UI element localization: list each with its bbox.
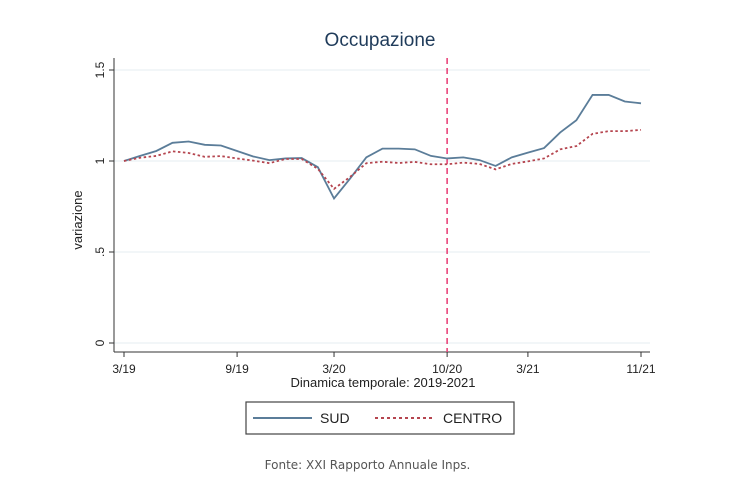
y-tick-label: 1.5: [93, 61, 107, 78]
x-tick-label: 9/19: [225, 362, 249, 376]
x-tick-label: 3/21: [516, 362, 540, 376]
x-axis-label: Dinamica temporale: 2019-2021: [291, 375, 476, 390]
series-line-sud: [123, 94, 642, 201]
x-tick-label: 3/19: [112, 362, 136, 376]
series-line-centro: [123, 128, 642, 191]
legend-label-centro: CENTRO: [443, 410, 502, 426]
legend: SUD CENTRO: [245, 401, 515, 435]
y-axis-label: variazione: [70, 190, 85, 249]
chart-title: Occupazione: [325, 30, 436, 51]
y-tick-label: 1: [93, 157, 107, 164]
x-tick-label: 10/20: [432, 362, 462, 376]
legend-label-sud: SUD: [320, 410, 350, 426]
y-tick-label: 0: [93, 339, 107, 346]
x-tick-label: 3/20: [322, 362, 346, 376]
source-caption: Fonte: XXI Rapporto Annuale Inps.: [264, 458, 471, 472]
line-chart: Occupazione 0 .5 1 1.5 3/19 9/19 3/20 10/20 3/2…: [70, 30, 656, 435]
y-tick-label: .5: [93, 247, 107, 257]
x-tick-label: 11/21: [626, 362, 655, 376]
